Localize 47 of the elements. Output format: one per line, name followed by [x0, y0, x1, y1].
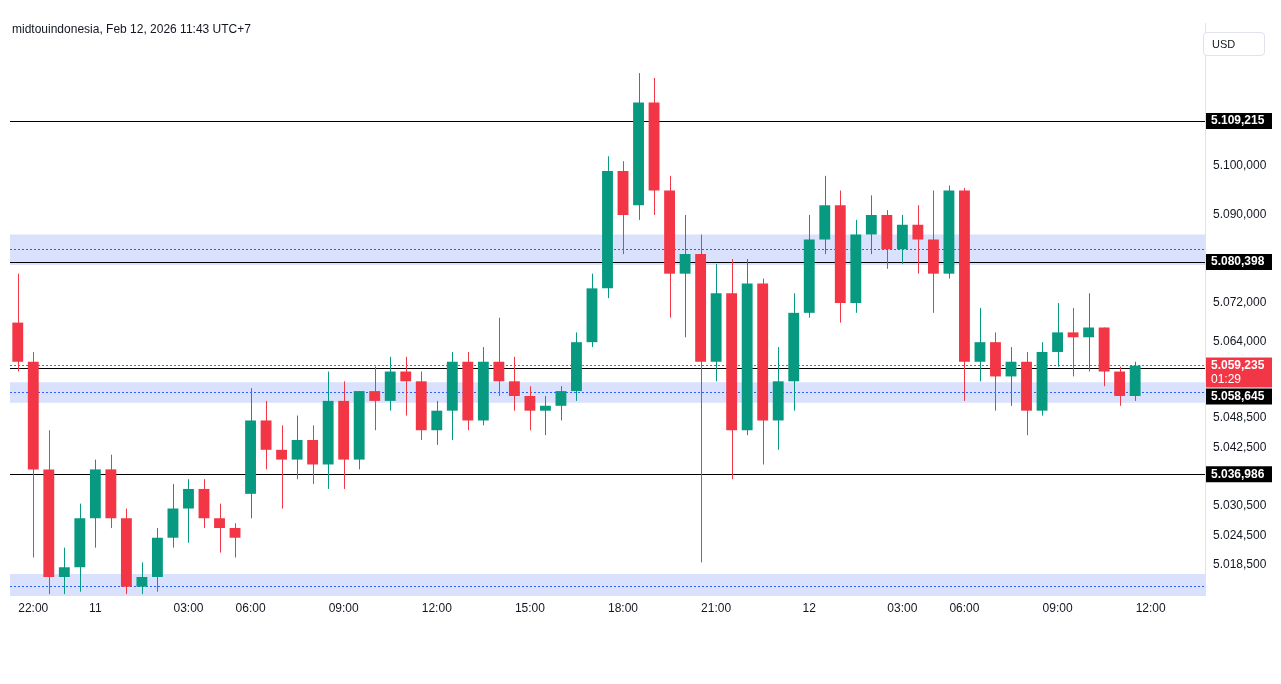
candlestick [539, 395, 551, 436]
ref-line-label: 5.036,986 [1211, 466, 1265, 481]
candlestick [912, 204, 924, 275]
y-tick-label: 5.042,500 [1213, 439, 1267, 454]
candlestick [291, 415, 303, 480]
y-tick-label: 5.030,500 [1213, 498, 1267, 513]
candlestick [679, 214, 691, 338]
candlestick [214, 503, 225, 554]
candlestick [431, 400, 443, 446]
x-tick-label: 12:00 [1135, 601, 1167, 616]
y-tick-label: 5.090,000 [1213, 207, 1267, 222]
x-tick-label: 06:00 [235, 601, 266, 616]
candlestick [865, 194, 877, 255]
x-tick-label: 11 [89, 601, 102, 616]
x-tick-label: 22:00 [18, 601, 49, 616]
candlestick [1052, 302, 1063, 368]
x-tick-label: 03:00 [887, 601, 918, 616]
x-tick-label: 12 [802, 601, 817, 616]
candlestick [276, 424, 288, 510]
ref-line-label: 5.080,398 [1211, 254, 1265, 269]
y-tick-label: 5.024,500 [1213, 527, 1267, 542]
ref-line-label: 5.109,215 [1211, 113, 1265, 128]
candlestick [58, 547, 70, 595]
ref-line-label: 5.058,645 [1211, 388, 1265, 403]
candlestick [136, 561, 148, 595]
x-tick-label: 21:00 [701, 601, 732, 616]
ref-line-label: 5.059,235 01:29 [1211, 357, 1265, 386]
candlestick [524, 385, 536, 431]
currency-button: USD [1203, 32, 1265, 56]
candlestick [183, 478, 194, 544]
x-tick-label: 03:00 [173, 601, 204, 616]
candlestick [555, 385, 567, 421]
x-tick-label: 18:00 [608, 601, 639, 616]
y-tick-label: 5.018,500 [1213, 557, 1267, 572]
y-tick-label: 5.072,000 [1213, 295, 1267, 310]
x-tick-label: 12:00 [421, 601, 453, 616]
y-tick-label: 5.064,000 [1213, 334, 1267, 349]
x-tick-label: 15:00 [514, 601, 546, 616]
y-tick-label: 5.048,500 [1213, 410, 1267, 425]
x-tick-label: 09:00 [328, 601, 360, 616]
annotation: midtouindonesia, Feb 12, 2026 11:43 UTC+7 [12, 21, 252, 36]
x-tick-label: 06:00 [949, 601, 980, 616]
y-tick-label: 5.100,000 [1213, 158, 1267, 173]
x-tick-label: 09:00 [1042, 601, 1073, 616]
candlestick [974, 307, 986, 382]
candlestick [1083, 292, 1095, 373]
candlestick [229, 522, 241, 558]
